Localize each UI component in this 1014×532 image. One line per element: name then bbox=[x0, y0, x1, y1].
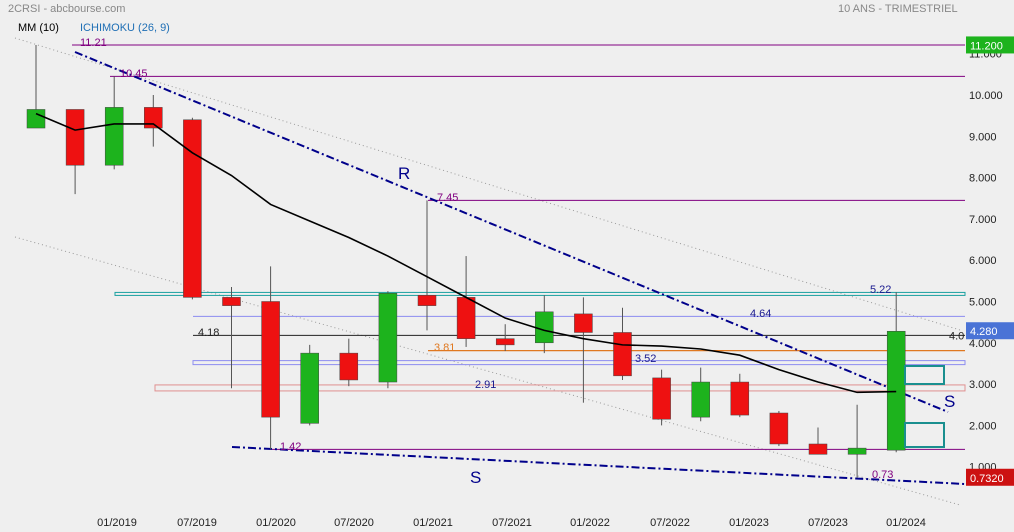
candle-body bbox=[495, 338, 515, 346]
price-label: 2.91 bbox=[475, 379, 496, 391]
y-tick-label: 8.000 bbox=[969, 173, 997, 185]
candle-body bbox=[300, 352, 319, 424]
candle-body bbox=[26, 109, 46, 129]
channel-lower-line bbox=[14, 236, 961, 506]
period-label: 10 ANS - TRIMESTRIEL bbox=[838, 3, 958, 15]
y-tick-label: 9.000 bbox=[969, 131, 997, 143]
candle-body bbox=[417, 295, 437, 306]
axis-price-badge-label: 4.280 bbox=[970, 326, 998, 338]
trendline-label-s: S bbox=[944, 392, 955, 411]
candle-body bbox=[65, 109, 85, 166]
y-tick-label: 5.000 bbox=[969, 297, 997, 309]
x-tick-label: 01/2023 bbox=[729, 517, 769, 529]
candle-body bbox=[886, 330, 906, 451]
y-axis-clipped-label: 4.0 bbox=[949, 330, 964, 342]
x-tick-label: 01/2024 bbox=[886, 517, 926, 529]
candle-body bbox=[730, 381, 750, 416]
price-label: 3.52 bbox=[635, 353, 656, 365]
candle-body bbox=[847, 447, 867, 455]
y-tick-label: 10.000 bbox=[969, 90, 1003, 102]
candle-body bbox=[261, 301, 280, 418]
candle-body bbox=[769, 412, 789, 445]
y-tick-label: 6.000 bbox=[969, 255, 997, 267]
resistance-trendline bbox=[74, 51, 949, 413]
ichimoku-cloud-box bbox=[904, 365, 945, 385]
y-tick-label: 2.000 bbox=[969, 420, 997, 432]
x-tick-label: 01/2021 bbox=[413, 517, 453, 529]
x-tick-label: 07/2023 bbox=[808, 517, 848, 529]
price-label: 10.45 bbox=[120, 68, 148, 80]
candle-body bbox=[339, 352, 359, 381]
candle-body bbox=[535, 311, 554, 344]
y-tick-label: 4.000 bbox=[969, 338, 997, 350]
x-tick-label: 07/2022 bbox=[650, 517, 690, 529]
price-label: 4.64 bbox=[750, 308, 771, 320]
candle-body bbox=[378, 292, 398, 383]
level-band-2-91 bbox=[154, 384, 966, 392]
axis-price-badge bbox=[966, 322, 1014, 340]
price-label: 0.73 bbox=[872, 469, 893, 481]
candle-body bbox=[574, 313, 593, 333]
y-tick-label: 3.000 bbox=[969, 379, 997, 391]
x-tick-label: 07/2019 bbox=[177, 517, 217, 529]
x-tick-label: 01/2022 bbox=[570, 517, 610, 529]
moving-average-line bbox=[35, 112, 897, 394]
level-band-3-52 bbox=[192, 360, 966, 366]
candle-body bbox=[456, 297, 476, 339]
x-tick-label: 07/2021 bbox=[492, 517, 532, 529]
support-trendline bbox=[231, 446, 966, 485]
trendline-label-s: S bbox=[470, 468, 481, 487]
candle-body bbox=[144, 107, 163, 129]
candle-body bbox=[613, 332, 632, 377]
candle-body bbox=[691, 381, 710, 418]
axis-price-badge bbox=[966, 468, 1014, 486]
axis-price-badge-label: 0.7320 bbox=[970, 473, 1004, 485]
y-tick-label: 7.000 bbox=[969, 214, 997, 226]
ichimoku-cloud-box bbox=[904, 422, 945, 448]
x-tick-label: 07/2020 bbox=[334, 517, 374, 529]
price-label: 5.22 bbox=[870, 284, 891, 296]
price-label: 7.45 bbox=[437, 192, 458, 204]
x-tick-label: 01/2019 bbox=[97, 517, 137, 529]
candle-body bbox=[183, 119, 202, 298]
level-band-5-22 bbox=[114, 291, 966, 296]
price-label: 1.42 bbox=[280, 441, 301, 453]
ma-legend[interactable]: MM (10) bbox=[18, 22, 59, 34]
price-label: 11.21 bbox=[80, 37, 107, 49]
candle-body bbox=[104, 107, 124, 166]
x-tick-label: 01/2020 bbox=[256, 517, 296, 529]
price-label: 4.18 bbox=[198, 327, 219, 339]
axis-price-badge bbox=[966, 36, 1014, 54]
source-label: 2CRSI - abcbourse.com bbox=[8, 3, 126, 15]
price-label: 3.81 bbox=[434, 342, 455, 354]
axis-price-badge-label: 11.200 bbox=[970, 40, 1003, 52]
ichimoku-legend[interactable]: ICHIMOKU (26, 9) bbox=[80, 22, 170, 34]
candle-body bbox=[652, 377, 671, 420]
channel-upper-line bbox=[14, 37, 961, 331]
candle-body bbox=[222, 297, 241, 306]
trendline-label-r: R bbox=[398, 164, 410, 183]
candle-body bbox=[808, 443, 828, 455]
